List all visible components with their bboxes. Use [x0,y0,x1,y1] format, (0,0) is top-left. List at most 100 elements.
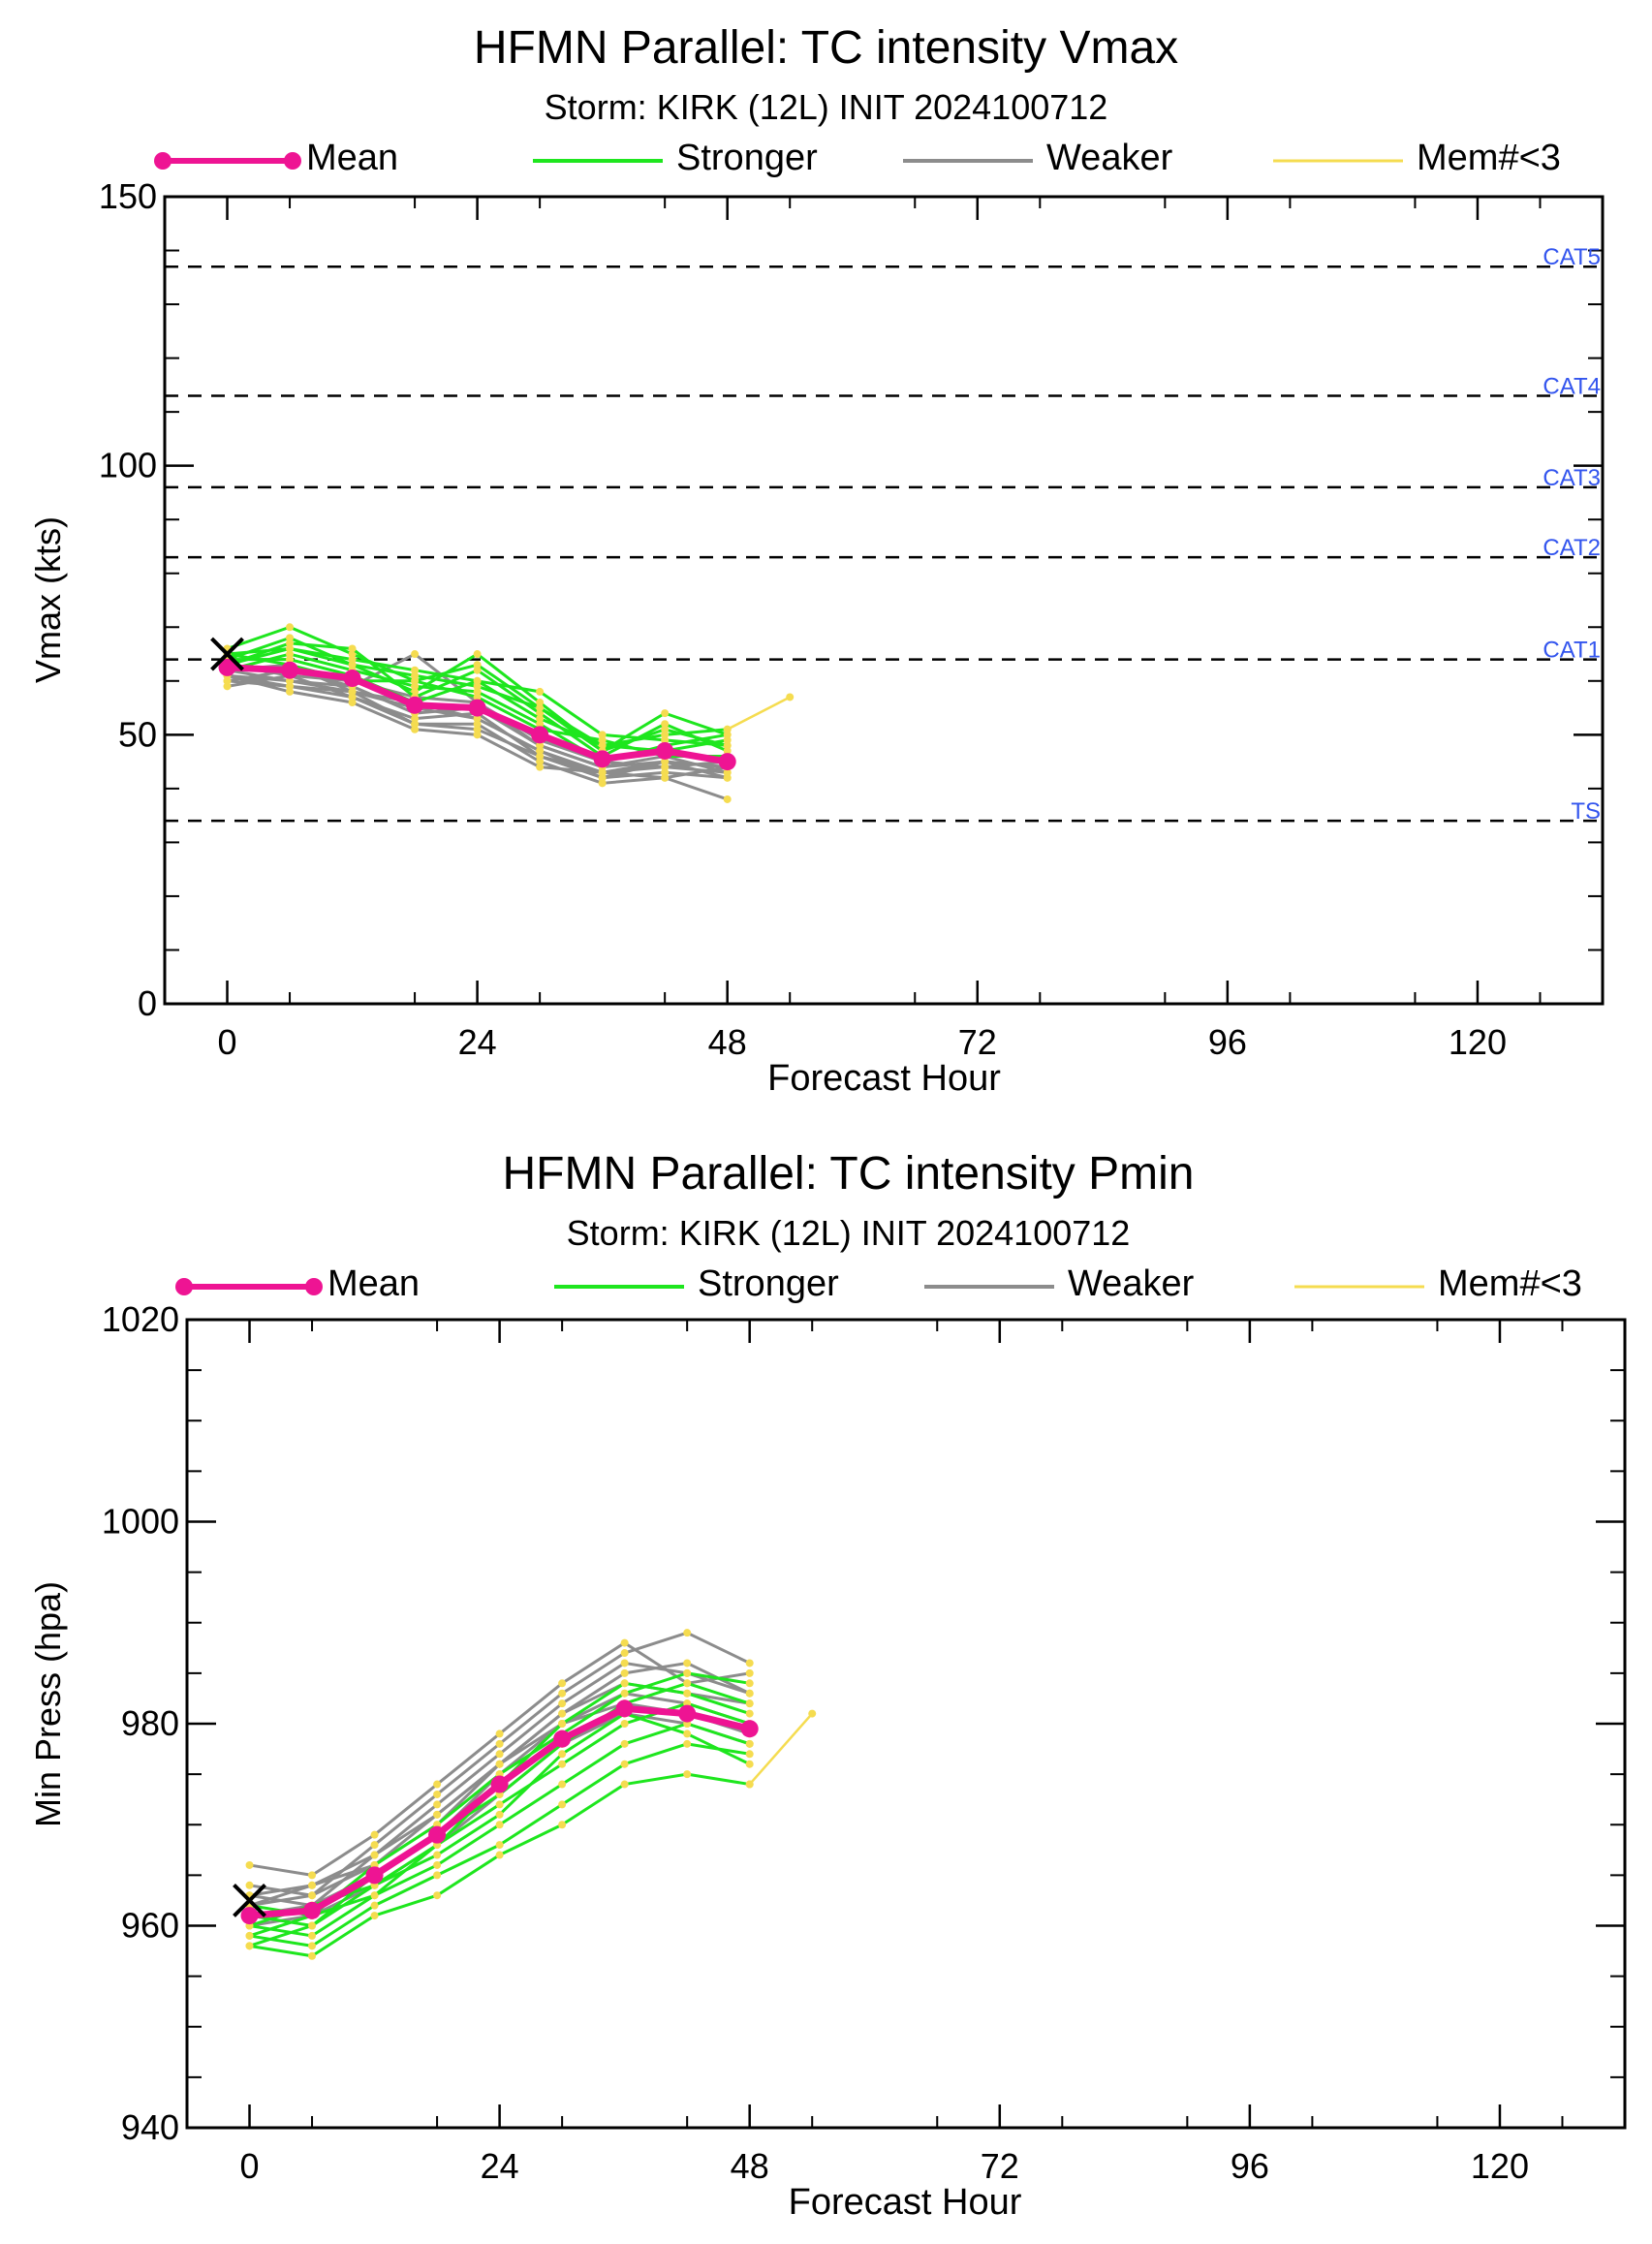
member-point [745,1709,754,1718]
member-point [661,773,670,782]
member-point [558,1689,567,1698]
member-point [308,1871,317,1880]
mean-point [740,1720,759,1738]
member-point [683,1739,692,1748]
member-point [495,1730,504,1738]
member-point [536,746,545,755]
member-point [558,1720,567,1728]
member-point [558,1780,567,1789]
x-tick-label: 72 [958,1022,997,1062]
member-point [723,741,732,750]
member-point [370,1851,379,1859]
pmin-chart-panel: HFMN Parallel: TC intensity Pmin Storm: … [0,1124,1652,2244]
pmin-plot-area: 0 24 48 72 96 120 940 960 980 1000 1020 [102,1299,1627,2186]
category-label-cat3: CAT3 [1543,465,1601,491]
mean-point [218,658,236,676]
member-point [495,1841,504,1850]
legend-marker [175,1278,193,1295]
member-point [536,758,545,766]
member-point [620,1638,629,1647]
member-point [536,709,545,718]
mean-point [240,1907,259,1925]
legend-label-weaker: Weaker [1046,138,1173,178]
x-tick-label: 120 [1471,2146,1529,2186]
member-point [723,773,732,782]
member-point [308,1951,317,1960]
y-tick-label: 0 [138,983,157,1023]
member-point [723,768,732,777]
member-point [683,1679,692,1688]
x-tick-label: 120 [1449,1022,1507,1062]
member-point [661,763,670,771]
member-point [495,1800,504,1809]
member-point [411,687,420,696]
member-point [473,666,482,674]
mean-point [468,699,486,717]
chart-title: HFMN Parallel: TC intensity Vmax [473,22,1179,74]
mean-point [406,696,424,714]
member-point [745,1699,754,1708]
member-point [598,768,607,777]
member-point [683,1730,692,1738]
member-point [558,1699,567,1708]
y-tick-label: 1020 [102,1299,179,1339]
member-point [245,1860,254,1869]
mean-point [490,1775,509,1793]
mean-point [365,1866,384,1885]
member-point [473,725,482,733]
member-point [558,1760,567,1768]
member-point [536,752,545,761]
member-point [661,720,670,729]
member-point [495,1739,504,1748]
category-label-cat5: CAT5 [1543,244,1601,270]
member-point [536,763,545,771]
member-point [286,687,295,696]
member-point [558,1800,567,1809]
member-point [723,735,732,744]
member-point [286,639,295,647]
observed-intensity-marker [210,637,244,671]
observed-intensity-marker [233,1884,266,1917]
mean-point [656,741,674,760]
member-point [558,1750,567,1759]
member-point [598,741,607,750]
member-point [745,1689,754,1698]
member-point [223,682,232,691]
member-point [433,1800,442,1809]
mean-point [531,726,549,744]
member-point [433,1790,442,1798]
y-tick-label: 1000 [102,1502,179,1542]
mean-point [303,1901,322,1919]
x-tick-label: 48 [731,2146,769,2186]
member-point [308,1891,317,1900]
plot-frame [163,195,1605,1006]
y-tick-label: 150 [99,176,157,216]
member-point [683,1689,692,1698]
member-point [808,1709,817,1718]
chart-subtitle: Storm: KIRK (12L) INIT 2024100712 [566,1213,1131,1253]
member-point [620,1739,629,1748]
member-point [473,720,482,729]
member-point [348,687,357,696]
member-point [683,1659,692,1667]
mean-point [553,1730,572,1748]
legend-label-few-members: Mem#<3 [1417,138,1561,178]
member-point [536,687,545,696]
member-point [723,795,732,803]
member-point [348,699,357,707]
mean-point [615,1699,634,1718]
x-tick-label: 24 [458,1022,497,1062]
member-point [348,650,357,659]
member-point [661,731,670,739]
member-point [245,1942,254,1950]
vmax-plot-area: 0 24 48 72 96 120 0 50 100 150 TS CAT1 CAT2 CAT3 CAT4 C… [99,176,1605,1062]
member-point [286,650,295,659]
member-point [411,671,420,680]
category-label-cat2: CAT2 [1543,535,1601,561]
member-point [620,1649,629,1658]
member-point [473,682,482,691]
mean-point [678,1704,697,1723]
member-point [286,655,295,664]
member-point [495,1750,504,1759]
member-point [723,725,732,733]
